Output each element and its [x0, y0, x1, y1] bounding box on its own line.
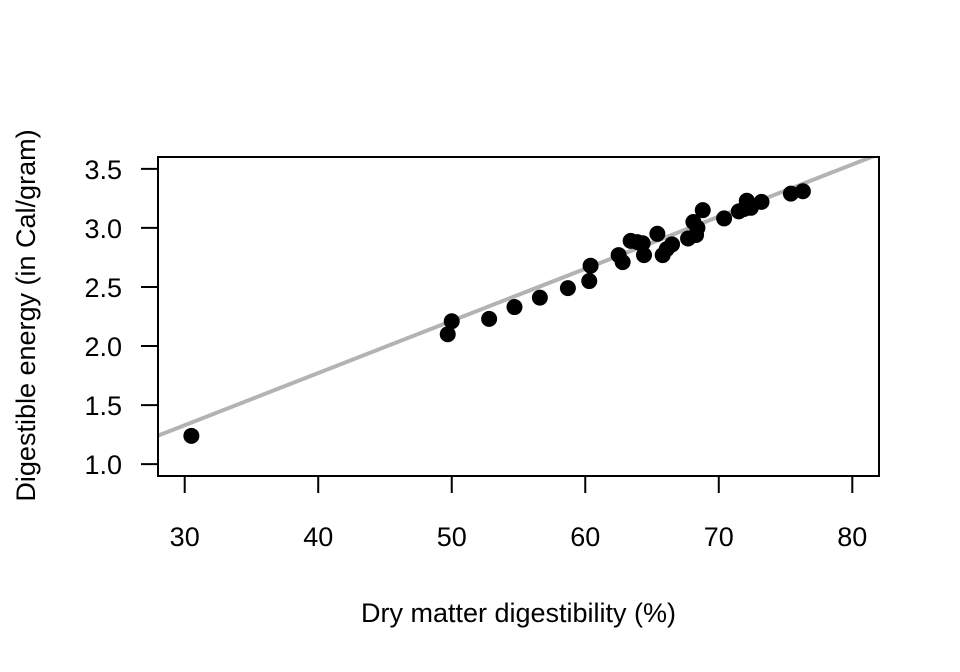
y-tick-label: 2.0	[84, 332, 122, 362]
x-tick-label: 70	[704, 522, 734, 552]
y-tick-label: 2.5	[84, 273, 122, 303]
x-tick-label: 40	[303, 522, 333, 552]
data-point	[506, 299, 523, 316]
plot-area	[158, 157, 877, 444]
data-point	[753, 193, 770, 210]
data-point	[439, 326, 456, 343]
data-point	[636, 247, 653, 264]
data-point	[634, 235, 651, 252]
regression-line	[158, 157, 877, 438]
data-point	[531, 289, 548, 306]
data-point	[582, 257, 599, 274]
data-point	[183, 427, 200, 444]
data-point	[716, 210, 733, 227]
x-tick-label: 30	[170, 522, 200, 552]
data-point	[782, 185, 799, 202]
y-tick-label: 1.5	[84, 391, 122, 421]
x-tick-label: 80	[837, 522, 867, 552]
data-point	[581, 273, 598, 290]
data-point	[559, 280, 576, 297]
x-tick-label: 50	[437, 522, 467, 552]
data-point	[689, 219, 706, 236]
data-point	[694, 202, 711, 219]
data-point	[649, 225, 666, 242]
y-axis: 1.0 1.5 2.0 2.5 3.0 3.5	[84, 155, 159, 480]
y-axis-title: Digestible energy (in Cal/gram)	[11, 129, 41, 501]
data-point	[794, 183, 811, 200]
y-tick-label: 3.0	[84, 214, 122, 244]
y-tick-label: 3.5	[84, 155, 122, 185]
x-axis-title: Dry matter digestibility (%)	[361, 598, 676, 628]
data-point	[664, 236, 681, 253]
data-point	[614, 254, 631, 271]
x-axis: 30 40 50 60 70 80	[170, 475, 867, 552]
plot-frame	[157, 156, 880, 477]
data-point	[443, 313, 460, 330]
y-tick-label: 1.0	[84, 450, 122, 480]
x-tick-label: 60	[570, 522, 600, 552]
data-point	[481, 310, 498, 327]
